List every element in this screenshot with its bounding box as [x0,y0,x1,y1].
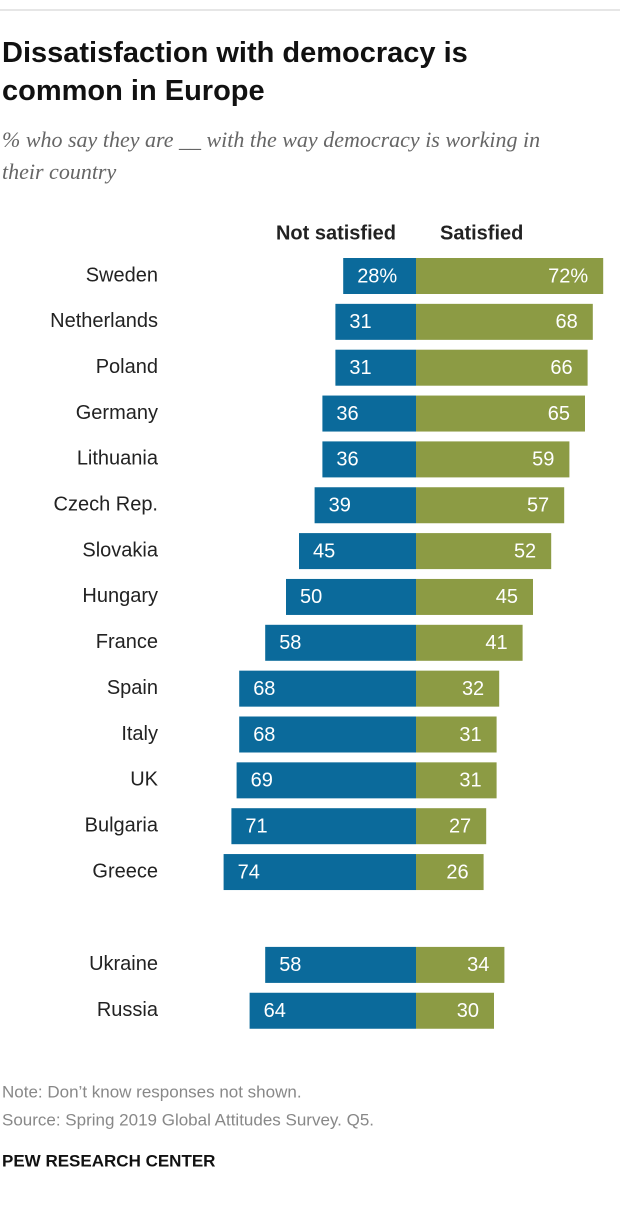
bar [335,349,416,386]
bar [231,808,416,845]
value-label: 27 [449,815,471,837]
bar [416,670,500,707]
value-label: 39 [329,495,351,517]
value-label: 31 [349,311,371,333]
category-label: Ukraine [89,953,158,975]
bar [416,349,588,386]
bar [416,578,533,615]
value-label: 45 [496,586,518,608]
bar [416,258,604,294]
value-label: 58 [279,632,301,654]
bar [416,716,497,753]
value-label: 72% [548,265,588,287]
bar [322,395,416,432]
note: Note: Don’t know responses not shown. [2,1082,302,1101]
bar [416,946,505,983]
bar [416,854,484,891]
source: Source: Spring 2019 Global Attitudes Sur… [2,1110,374,1129]
legend-label: Not satisfied [276,222,396,244]
bar [249,992,416,1029]
category-label: Czech Rep. [54,494,159,516]
bar [416,624,523,661]
bar [236,762,416,799]
value-label: 57 [527,495,549,517]
bar [416,303,593,340]
value-label: 68 [253,724,275,746]
category-label: Slovakia [82,539,158,561]
legend-label: Satisfied [440,222,523,244]
value-label: 69 [251,770,273,792]
value-label: 58 [279,954,301,976]
category-label: Lithuania [77,448,159,470]
bar [416,487,565,524]
bar [239,670,416,707]
bar [335,303,416,340]
category-label: Poland [96,356,158,378]
value-label: 65 [548,403,570,425]
category-label: Italy [121,723,158,745]
category-label: Netherlands [50,310,158,332]
value-label: 68 [556,311,578,333]
value-label: 36 [336,403,358,425]
bar [416,533,552,570]
bar [416,992,494,1029]
value-label: 45 [313,540,335,562]
bar [343,258,416,294]
bar [286,578,416,615]
value-label: 59 [532,449,554,471]
value-label: 28% [357,265,397,287]
bar [416,808,487,845]
value-label: 50 [300,586,322,608]
value-label: 71 [245,815,267,837]
value-label: 41 [485,632,507,654]
category-label: France [96,631,158,653]
category-label: Germany [76,402,158,424]
value-label: 32 [462,678,484,700]
bar [322,441,416,478]
bar [265,624,416,661]
bar [239,716,416,753]
value-label: 26 [446,861,468,883]
bar [416,395,585,432]
value-label: 31 [459,724,481,746]
category-label: UK [130,769,158,791]
value-label: 34 [467,954,489,976]
value-label: 74 [238,861,260,883]
chart-subtitle: % who say they are __ with the way democ… [2,127,541,184]
bar [299,533,416,570]
chart-title: Dissatisfaction with democracy is common… [2,37,468,107]
bar [265,946,416,983]
category-label: Hungary [82,585,158,607]
value-label: 30 [457,1000,479,1022]
credit: PEW RESEARCH CENTER [2,1151,215,1170]
bar [416,441,570,478]
value-label: 31 [349,357,371,379]
value-label: 64 [264,1000,286,1022]
category-label: Russia [97,999,159,1021]
bar [416,762,497,799]
value-label: 66 [550,357,572,379]
value-label: 31 [459,770,481,792]
category-label: Bulgaria [85,814,159,836]
bar [223,854,416,891]
value-label: 68 [253,678,275,700]
bar [314,487,416,524]
value-label: 52 [514,540,536,562]
category-label: Sweden [86,264,158,286]
category-label: Greece [92,860,158,882]
value-label: 36 [336,449,358,471]
category-label: Spain [107,677,158,699]
